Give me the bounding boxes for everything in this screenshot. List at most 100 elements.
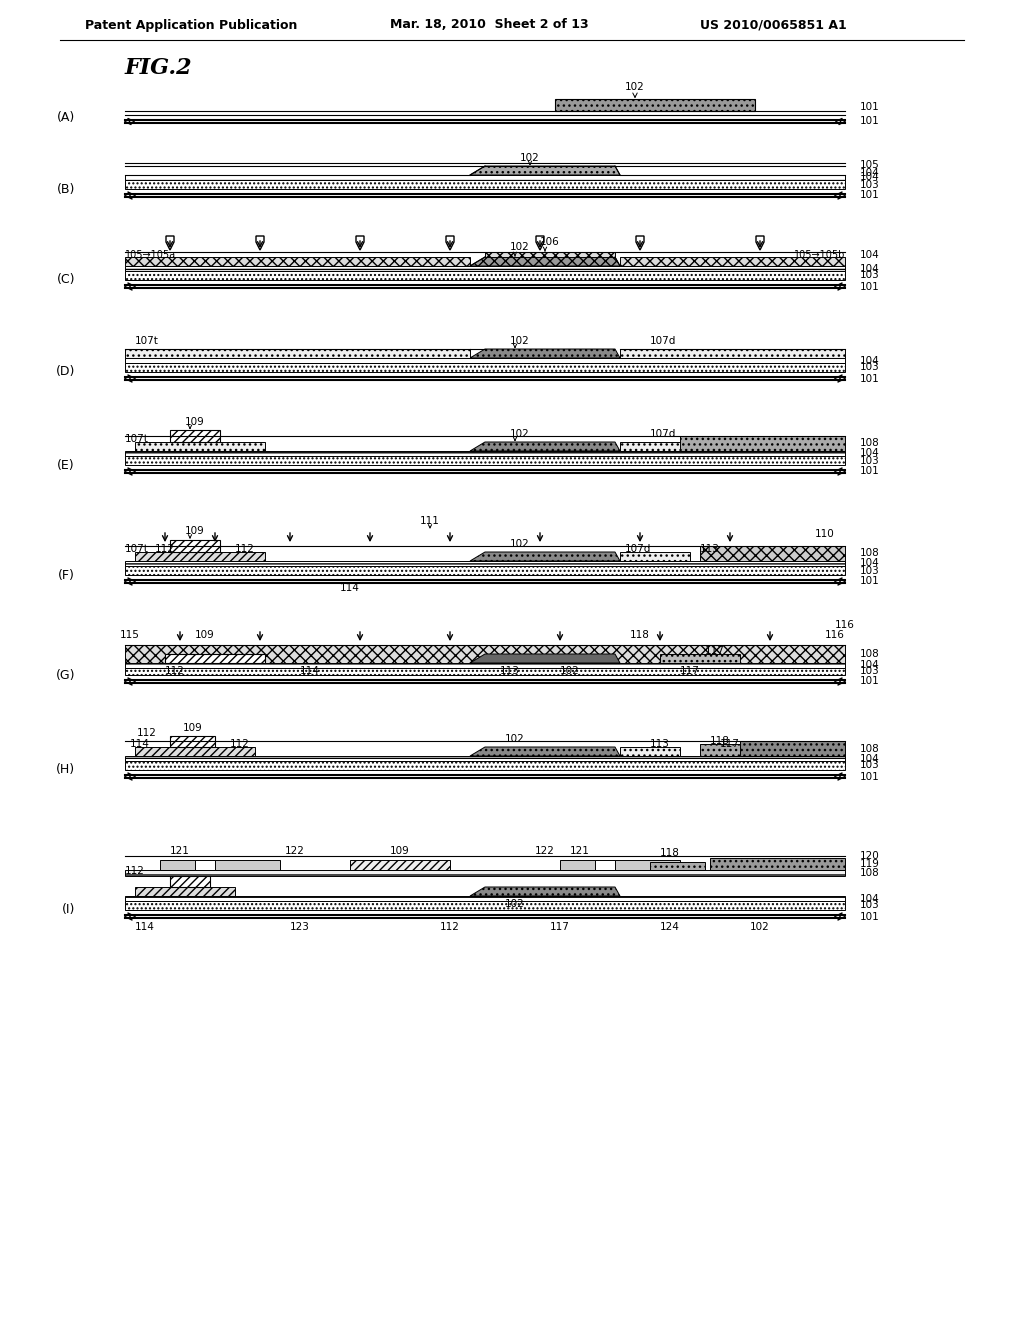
Text: 104: 104 bbox=[860, 894, 880, 903]
Bar bbox=[740, 741, 845, 756]
Text: 103: 103 bbox=[860, 455, 880, 466]
Text: 102: 102 bbox=[510, 539, 529, 549]
Text: 104: 104 bbox=[860, 168, 880, 178]
Polygon shape bbox=[470, 552, 620, 561]
Bar bbox=[125, 455, 845, 465]
Bar bbox=[125, 663, 845, 668]
Text: 121: 121 bbox=[170, 846, 189, 855]
Bar bbox=[135, 442, 265, 451]
Text: (F): (F) bbox=[58, 569, 75, 582]
Polygon shape bbox=[470, 257, 620, 267]
Bar bbox=[170, 876, 210, 887]
Text: 101: 101 bbox=[860, 912, 880, 921]
Bar bbox=[650, 862, 705, 870]
Polygon shape bbox=[470, 442, 620, 451]
Text: 117: 117 bbox=[720, 739, 740, 748]
Text: 104: 104 bbox=[860, 249, 880, 260]
Bar bbox=[680, 436, 845, 451]
Text: 102: 102 bbox=[625, 82, 645, 92]
Text: 113: 113 bbox=[700, 544, 720, 554]
Text: 111: 111 bbox=[420, 516, 440, 525]
Text: 102: 102 bbox=[510, 429, 529, 440]
Bar bbox=[620, 747, 680, 756]
Text: 101: 101 bbox=[860, 676, 880, 686]
Bar bbox=[710, 858, 845, 870]
Polygon shape bbox=[470, 653, 620, 663]
Bar bbox=[125, 762, 845, 770]
Text: (D): (D) bbox=[55, 366, 75, 379]
Bar bbox=[700, 744, 760, 756]
Text: 107d: 107d bbox=[650, 337, 677, 346]
Text: 101: 101 bbox=[860, 771, 880, 781]
FancyArrow shape bbox=[636, 236, 644, 249]
Text: 103: 103 bbox=[860, 363, 880, 372]
Text: 104: 104 bbox=[860, 173, 880, 182]
Text: 112: 112 bbox=[125, 866, 144, 876]
Text: (E): (E) bbox=[57, 458, 75, 471]
Text: 101: 101 bbox=[860, 281, 880, 292]
Text: 105→105b: 105→105b bbox=[794, 249, 845, 260]
Text: 108: 108 bbox=[860, 743, 880, 754]
Text: 110: 110 bbox=[815, 529, 835, 539]
Bar bbox=[125, 180, 845, 189]
Text: 104: 104 bbox=[860, 264, 880, 273]
Bar bbox=[125, 561, 845, 566]
Text: 109: 109 bbox=[185, 525, 205, 536]
Bar bbox=[700, 546, 845, 561]
Text: 112: 112 bbox=[440, 921, 460, 932]
Text: 114: 114 bbox=[130, 739, 150, 748]
Text: 112: 112 bbox=[230, 739, 250, 748]
Text: 107d: 107d bbox=[625, 544, 651, 554]
Polygon shape bbox=[470, 747, 620, 756]
FancyArrow shape bbox=[356, 236, 364, 249]
Text: 112: 112 bbox=[234, 544, 255, 554]
Text: 112: 112 bbox=[137, 729, 157, 738]
Text: 116: 116 bbox=[835, 620, 855, 630]
Text: 114: 114 bbox=[340, 583, 360, 593]
Bar bbox=[135, 747, 255, 756]
Text: 115: 115 bbox=[120, 630, 140, 640]
Text: 103: 103 bbox=[860, 271, 880, 281]
Text: 113: 113 bbox=[500, 667, 520, 676]
Text: 118: 118 bbox=[630, 630, 650, 640]
Bar bbox=[125, 358, 845, 363]
Text: 105→105a: 105→105a bbox=[125, 249, 176, 260]
Text: 102: 102 bbox=[560, 667, 580, 676]
Text: 104: 104 bbox=[860, 449, 880, 458]
Text: 103: 103 bbox=[860, 760, 880, 771]
Text: 108: 108 bbox=[860, 438, 880, 449]
FancyArrow shape bbox=[256, 236, 264, 249]
Text: 107t: 107t bbox=[125, 434, 148, 444]
Text: 101: 101 bbox=[860, 102, 880, 112]
Bar bbox=[125, 348, 470, 358]
Text: 102: 102 bbox=[520, 153, 540, 162]
Text: 104: 104 bbox=[860, 355, 880, 366]
Text: 117: 117 bbox=[680, 667, 699, 676]
Bar bbox=[350, 861, 450, 870]
Text: 102: 102 bbox=[510, 337, 529, 346]
Bar bbox=[620, 552, 690, 561]
Text: 120: 120 bbox=[860, 851, 880, 861]
Text: 103: 103 bbox=[860, 900, 880, 911]
Text: 114: 114 bbox=[300, 667, 319, 676]
Bar bbox=[125, 668, 845, 675]
Bar bbox=[125, 896, 845, 902]
Text: 105: 105 bbox=[860, 160, 880, 169]
FancyArrow shape bbox=[166, 236, 174, 249]
Bar bbox=[125, 363, 845, 372]
Bar bbox=[125, 176, 845, 180]
Text: 112: 112 bbox=[165, 667, 185, 676]
Bar bbox=[195, 861, 215, 870]
Bar bbox=[170, 430, 220, 442]
Text: 113: 113 bbox=[650, 739, 670, 748]
Text: 118: 118 bbox=[710, 737, 730, 746]
Bar bbox=[170, 737, 215, 747]
Bar bbox=[125, 870, 845, 876]
Text: 122: 122 bbox=[535, 846, 555, 855]
Text: (I): (I) bbox=[61, 903, 75, 916]
Text: 119: 119 bbox=[860, 859, 880, 869]
Bar bbox=[125, 566, 845, 576]
Text: (C): (C) bbox=[56, 273, 75, 286]
Text: 107t: 107t bbox=[125, 544, 148, 554]
Text: 108: 108 bbox=[860, 549, 880, 558]
